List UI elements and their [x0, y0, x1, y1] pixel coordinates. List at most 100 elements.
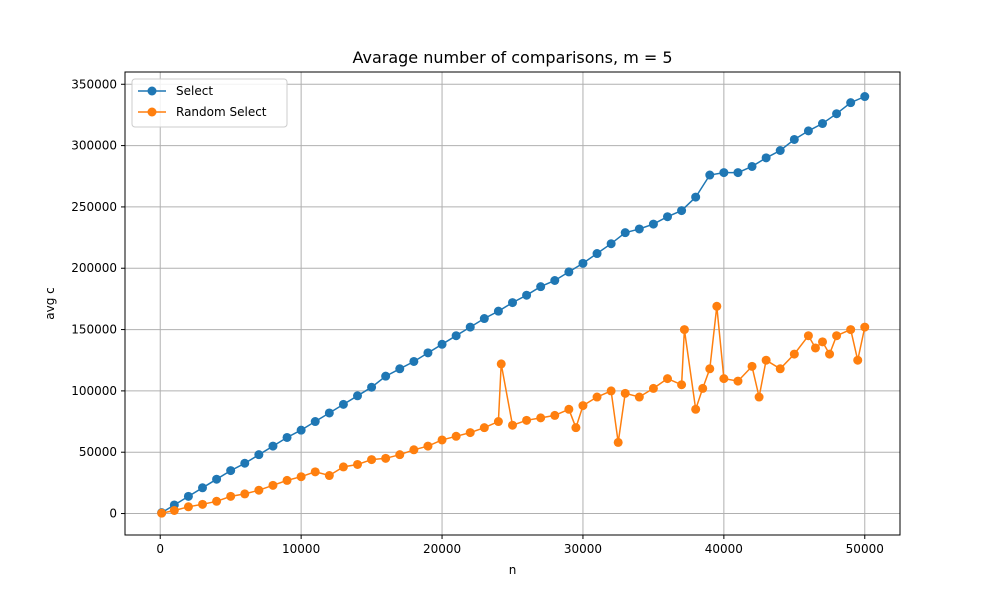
x-tick-label: 20000	[423, 542, 461, 556]
legend-marker	[147, 107, 157, 117]
data-point	[846, 325, 856, 335]
data-point	[367, 455, 377, 465]
data-point	[860, 92, 870, 102]
x-tick-label: 10000	[282, 542, 320, 556]
data-point	[423, 441, 433, 451]
data-point	[754, 392, 764, 402]
data-point	[338, 399, 348, 409]
legend-label: Random Select	[176, 105, 267, 119]
data-point	[409, 445, 419, 455]
data-point	[663, 212, 672, 222]
data-point	[381, 453, 391, 463]
legend-box	[131, 78, 288, 128]
data-point	[691, 192, 701, 202]
data-point	[310, 467, 320, 477]
data-point	[395, 364, 405, 374]
x-tick-label: 0	[156, 542, 164, 556]
data-point	[663, 374, 672, 384]
data-point	[212, 496, 222, 506]
data-point	[212, 474, 222, 484]
data-point	[578, 258, 588, 268]
x-tick-label: 30000	[564, 542, 602, 556]
data-point	[226, 491, 236, 501]
x-axis-label: n	[509, 563, 517, 577]
data-point	[620, 388, 630, 398]
data-point	[818, 119, 827, 129]
data-point	[508, 298, 517, 308]
data-point	[634, 224, 644, 234]
data-point	[240, 489, 250, 499]
data-point	[648, 219, 658, 229]
data-point	[733, 168, 743, 178]
legend-label: Select	[176, 84, 213, 98]
data-point	[698, 383, 708, 393]
data-point	[183, 491, 193, 501]
data-point	[789, 134, 799, 144]
data-point	[226, 466, 236, 476]
data-point	[705, 170, 715, 180]
data-point	[592, 249, 602, 259]
legend: Select Random Select	[131, 78, 288, 128]
data-point	[198, 499, 207, 509]
data-point	[465, 322, 475, 332]
data-point	[818, 337, 827, 347]
data-point	[775, 364, 785, 374]
data-point	[606, 386, 616, 396]
data-point	[679, 325, 689, 335]
data-point	[564, 267, 574, 277]
data-point	[846, 98, 856, 108]
grid	[125, 72, 900, 535]
data-point	[620, 228, 630, 238]
data-point	[550, 276, 560, 286]
data-point	[536, 413, 546, 423]
series-line	[161, 306, 866, 514]
data-point	[803, 126, 813, 136]
legend-item: Random Select	[138, 105, 267, 119]
data-point	[479, 314, 489, 324]
data-point	[677, 380, 687, 390]
data-point	[719, 374, 729, 384]
data-point	[381, 371, 391, 381]
data-point	[296, 425, 306, 435]
data-point	[578, 401, 588, 411]
chart-title: Avarage number of comparisons, m = 5	[352, 48, 672, 67]
data-point	[564, 404, 574, 414]
data-point	[536, 282, 546, 292]
data-point	[508, 420, 517, 430]
data-point	[353, 459, 362, 469]
data-point	[733, 376, 743, 386]
y-axis-label: avg c	[43, 287, 57, 319]
data-point	[268, 441, 278, 451]
series-0	[157, 92, 870, 518]
data-point	[198, 483, 207, 493]
data-point	[747, 361, 757, 371]
data-point	[853, 355, 863, 365]
y-tick-label: 100000	[71, 384, 117, 398]
data-point	[677, 206, 687, 216]
data-point	[423, 348, 433, 358]
data-point	[810, 343, 820, 353]
data-point	[691, 404, 701, 414]
data-point	[268, 480, 278, 490]
data-point	[395, 450, 405, 460]
y-tick-label: 250000	[71, 200, 117, 214]
data-point	[437, 339, 447, 349]
data-point	[775, 145, 785, 155]
data-point	[157, 508, 167, 518]
legend-marker	[147, 86, 157, 96]
series-1	[157, 301, 870, 518]
data-point	[592, 392, 602, 402]
data-point	[240, 458, 250, 468]
data-point	[183, 502, 193, 512]
data-point	[409, 356, 419, 366]
data-point	[712, 301, 722, 311]
data-point	[296, 472, 306, 482]
data-point	[571, 423, 581, 433]
data-point	[254, 485, 264, 495]
data-point	[550, 410, 560, 420]
data-point	[803, 331, 813, 341]
data-point	[367, 382, 377, 392]
data-point	[613, 437, 623, 447]
data-point	[169, 505, 179, 515]
